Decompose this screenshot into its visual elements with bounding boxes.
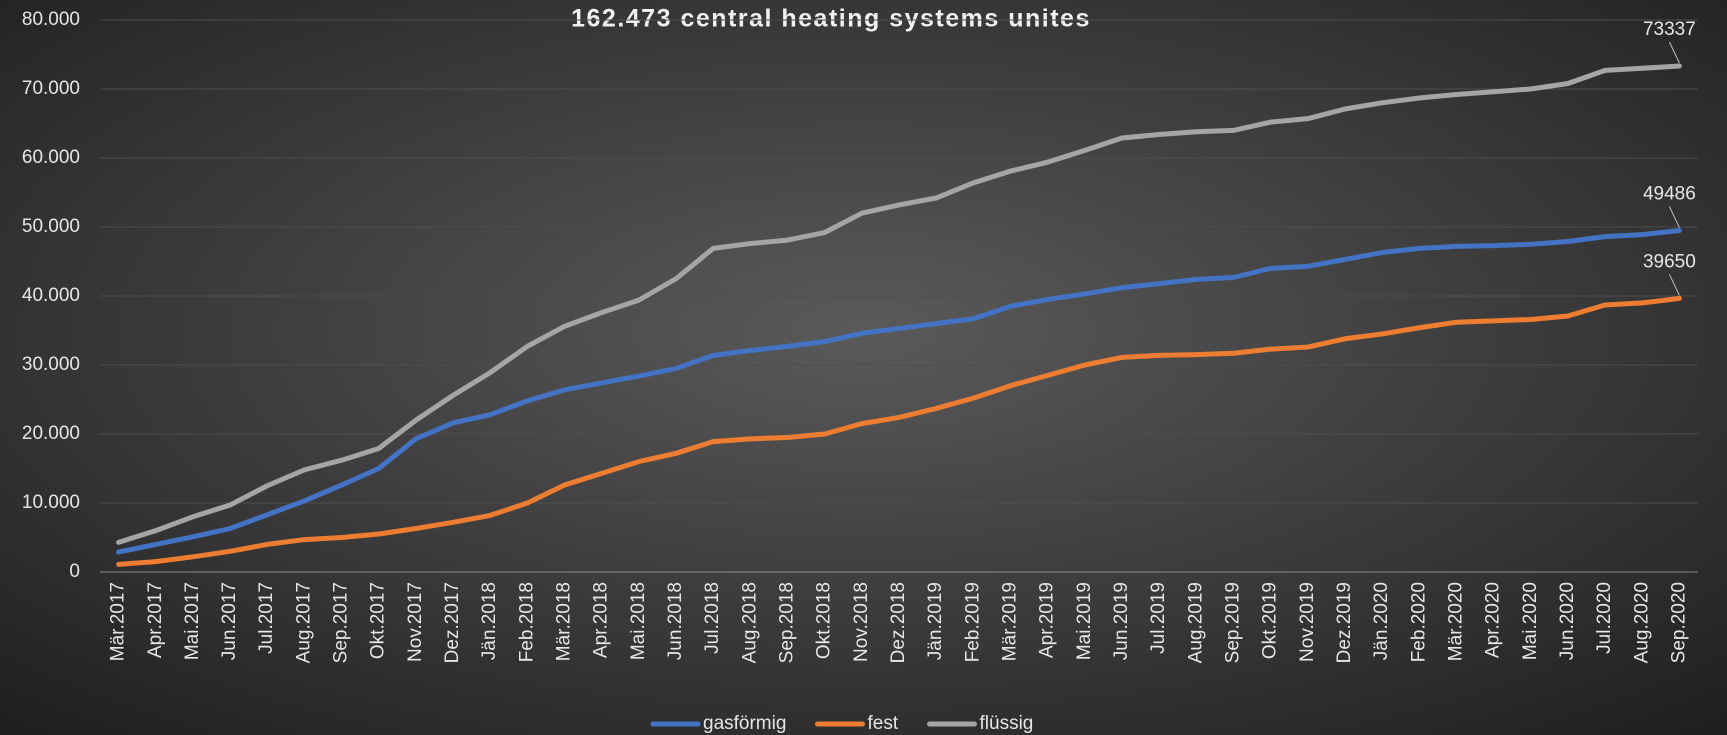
x-tick-label: Mai.2020: [1520, 582, 1541, 660]
x-tick-label: Jun.2020: [1557, 582, 1578, 660]
data-label: 73337: [1643, 19, 1696, 40]
x-tick-label: Okt.2019: [1260, 582, 1281, 659]
x-tick-label: Mai.2017: [182, 582, 203, 660]
x-tick-label: Jun.2017: [219, 582, 240, 660]
x-tick-label: Sep.2020: [1668, 582, 1689, 663]
y-tick-label: 30.000: [22, 354, 80, 375]
y-tick-label: 0: [69, 561, 80, 582]
x-tick-label: Dez.2017: [442, 582, 463, 663]
y-tick-label: 70.000: [22, 78, 80, 99]
x-tick-label: Jän.2019: [925, 582, 946, 660]
data-label: 49486: [1643, 184, 1696, 205]
x-tick-label: Aug.2019: [1185, 582, 1206, 663]
x-tick-label: Apr.2018: [591, 582, 612, 658]
x-tick-label: Aug.2020: [1631, 582, 1652, 663]
x-tick-label: Jul.2020: [1594, 582, 1615, 654]
x-tick-label: Dez.2018: [888, 582, 909, 663]
y-tick-label: 60.000: [22, 147, 80, 168]
leader-line: [1668, 274, 1680, 296]
x-tick-label: Jän.2018: [479, 582, 500, 660]
line-series: [116, 295, 1682, 567]
x-tick-label: Mär.2020: [1445, 582, 1466, 661]
x-tick-label: Jän.2020: [1371, 582, 1392, 660]
x-tick-label: Jun.2019: [1111, 582, 1132, 660]
x-tick-label: Mai.2018: [628, 582, 649, 660]
x-tick-label: Nov.2019: [1297, 582, 1318, 662]
x-tick-label: Nov.2017: [405, 582, 426, 662]
legend-label: gasförmig: [703, 713, 786, 734]
x-tick-label: Apr.2020: [1483, 582, 1504, 658]
x-tick-label: Mär.2018: [554, 582, 575, 661]
y-tick-label: 20.000: [22, 423, 80, 444]
chart-title: 162.473 central heating systems unites: [571, 5, 1091, 33]
y-tick-label: 10.000: [22, 492, 80, 513]
x-tick-label: Sep.2018: [777, 582, 798, 663]
y-tick-label: 50.000: [22, 216, 80, 237]
x-tick-label: Sep.2019: [1222, 582, 1243, 663]
y-tick-label: 40.000: [22, 285, 80, 306]
x-tick-label: Mai.2019: [1074, 582, 1095, 660]
x-tick-label: Aug.2017: [293, 582, 314, 663]
x-tick-label: Apr.2019: [1037, 582, 1058, 658]
legend-label: fest: [868, 713, 899, 734]
x-tick-label: Aug.2018: [739, 582, 760, 663]
x-tick-label: Mär.2019: [1000, 582, 1021, 661]
leader-line: [1668, 41, 1680, 64]
x-tick-label: Jul.2019: [1148, 582, 1169, 654]
data-label: 39650: [1643, 251, 1696, 272]
x-tick-label: Okt.2017: [368, 582, 389, 659]
x-tick-label: Feb.2020: [1408, 582, 1429, 662]
x-tick-label: Jul.2017: [256, 582, 277, 654]
x-tick-label: Jul.2018: [702, 582, 723, 654]
x-tick-label: Dez.2019: [1334, 582, 1355, 663]
x-tick-label: Feb.2018: [516, 582, 537, 662]
legend-label: flüssig: [980, 713, 1034, 734]
y-tick-label: 80.000: [22, 9, 80, 30]
x-tick-label: Feb.2019: [962, 582, 983, 662]
x-tick-label: Sep.2017: [331, 582, 352, 663]
line-series: [116, 63, 1682, 545]
x-tick-label: Nov.2018: [851, 582, 872, 662]
leader-line: [1668, 206, 1680, 228]
x-tick-label: Okt.2018: [814, 582, 835, 659]
x-tick-label: Jun.2018: [665, 582, 686, 660]
line-series: [116, 228, 1682, 555]
x-tick-label: Apr.2017: [145, 582, 166, 658]
x-tick-label: Mär.2017: [108, 582, 129, 661]
